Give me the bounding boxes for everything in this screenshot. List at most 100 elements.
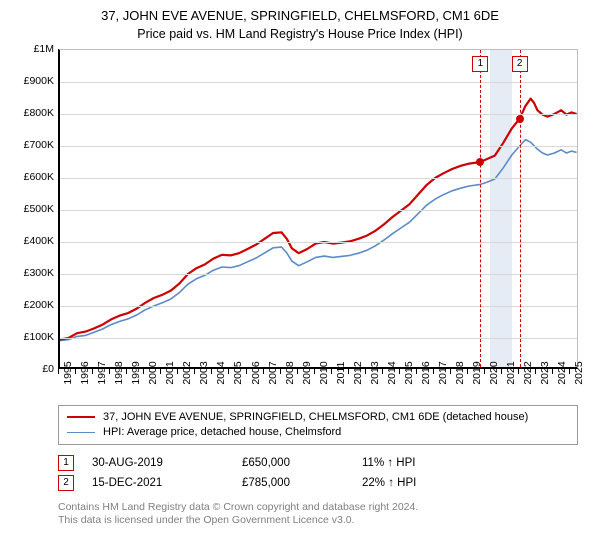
gridline (60, 306, 577, 307)
plot-area: 12 £0£100K£200K£300K£400K£500K£600K£700K… (18, 49, 586, 397)
gridline (60, 210, 577, 211)
x-tick (365, 369, 366, 374)
legend-item: HPI: Average price, detached house, Chel… (67, 425, 569, 440)
sale-price: £785,000 (242, 477, 362, 489)
legend-swatch (67, 432, 95, 433)
x-tick (552, 369, 553, 374)
x-tick (246, 369, 247, 374)
gridline (60, 242, 577, 243)
chart-subtitle: Price paid vs. HM Land Registry's House … (12, 27, 588, 41)
sale-vline (520, 50, 521, 367)
x-axis-label: 2015 (403, 361, 415, 384)
legend-label: 37, JOHN EVE AVENUE, SPRINGFIELD, CHELMS… (103, 410, 528, 425)
chart-title: 37, JOHN EVE AVENUE, SPRINGFIELD, CHELMS… (12, 8, 588, 25)
x-axis-label: 2000 (147, 361, 159, 384)
x-axis-label: 2012 (352, 361, 364, 384)
x-tick (211, 369, 212, 374)
x-tick (433, 369, 434, 374)
x-axis-label: 2006 (250, 361, 262, 384)
x-axis-label: 2001 (164, 361, 176, 384)
chart-container: 37, JOHN EVE AVENUE, SPRINGFIELD, CHELMS… (0, 0, 600, 560)
sale-date: 15-DEC-2021 (92, 477, 242, 489)
y-axis-label: £600K (20, 171, 54, 183)
legend-label: HPI: Average price, detached house, Chel… (103, 425, 341, 440)
x-axis-label: 1998 (113, 361, 125, 384)
x-axis-label: 2008 (284, 361, 296, 384)
x-axis-label: 2007 (267, 361, 279, 384)
x-tick (280, 369, 281, 374)
sale-row: 130-AUG-2019£650,00011% ↑ HPI (58, 453, 578, 473)
x-axis-label: 2021 (505, 361, 517, 384)
x-axis-label: 2014 (386, 361, 398, 384)
x-axis-label: 2019 (471, 361, 483, 384)
x-tick (109, 369, 110, 374)
x-tick (297, 369, 298, 374)
sale-marker-box: 2 (512, 56, 528, 72)
plot-region: 12 (58, 49, 578, 369)
x-tick (143, 369, 144, 374)
sale-delta: 11% ↑ HPI (362, 457, 482, 469)
x-axis-label: 2003 (198, 361, 210, 384)
x-tick (177, 369, 178, 374)
footer-line: Contains HM Land Registry data © Crown c… (58, 501, 578, 515)
x-axis-label: 2018 (454, 361, 466, 384)
x-tick (501, 369, 502, 374)
x-axis-label: 2009 (301, 361, 313, 384)
x-tick (75, 369, 76, 374)
y-axis-label: £800K (20, 107, 54, 119)
y-axis-label: £500K (20, 203, 54, 215)
y-axis-label: £700K (20, 139, 54, 151)
sales-table: 130-AUG-2019£650,00011% ↑ HPI215-DEC-202… (58, 453, 578, 493)
x-tick (467, 369, 468, 374)
series-hpi (60, 139, 577, 340)
footer-attribution: Contains HM Land Registry data © Crown c… (58, 501, 578, 528)
sale-delta: 22% ↑ HPI (362, 477, 482, 489)
x-axis-label: 1999 (130, 361, 142, 384)
x-tick (228, 369, 229, 374)
y-axis-label: £200K (20, 299, 54, 311)
y-axis-label: £0 (38, 363, 54, 375)
x-axis-label: 2011 (335, 362, 347, 385)
x-tick (92, 369, 93, 374)
sale-row: 2 15-DEC-2021£785,00022% ↑ HPI (58, 473, 578, 493)
y-axis-label: £400K (20, 235, 54, 247)
legend-box: 37, JOHN EVE AVENUE, SPRINGFIELD, CHELMS… (58, 405, 578, 445)
sale-marker-box: 1 (472, 56, 488, 72)
x-tick (569, 369, 570, 374)
gridline (60, 146, 577, 147)
gridline (60, 274, 577, 275)
x-tick (194, 369, 195, 374)
footer-line: This data is licensed under the Open Gov… (58, 514, 578, 528)
x-tick (160, 369, 161, 374)
x-axis-label: 2017 (437, 361, 449, 384)
x-axis-label: 2005 (232, 361, 244, 384)
x-tick (484, 369, 485, 374)
sale-marker-icon: 2 (58, 475, 74, 491)
sale-point (516, 115, 524, 123)
gridline (60, 338, 577, 339)
y-axis-label: £300K (20, 267, 54, 279)
x-axis-label: 2016 (420, 361, 432, 384)
series-price_paid (60, 98, 577, 339)
x-tick (348, 369, 349, 374)
sale-date: 30-AUG-2019 (92, 457, 242, 469)
gridline (60, 114, 577, 115)
x-axis-label: 2013 (369, 361, 381, 384)
sale-marker-icon: 1 (58, 455, 74, 471)
x-axis-label: 2002 (181, 361, 193, 384)
sale-point (476, 158, 484, 166)
x-axis-label: 2025 (573, 361, 585, 384)
x-tick (450, 369, 451, 374)
legend-item: 37, JOHN EVE AVENUE, SPRINGFIELD, CHELMS… (67, 410, 569, 425)
x-tick (331, 369, 332, 374)
x-tick (126, 369, 127, 374)
x-axis-label: 2024 (556, 361, 568, 384)
gridline (60, 178, 577, 179)
x-axis-label: 2010 (318, 361, 330, 384)
x-tick (382, 369, 383, 374)
legend-swatch (67, 416, 95, 418)
y-axis-label: £1M (30, 43, 54, 55)
x-axis-label: 1997 (96, 361, 108, 384)
gridline (60, 82, 577, 83)
x-tick (518, 369, 519, 374)
